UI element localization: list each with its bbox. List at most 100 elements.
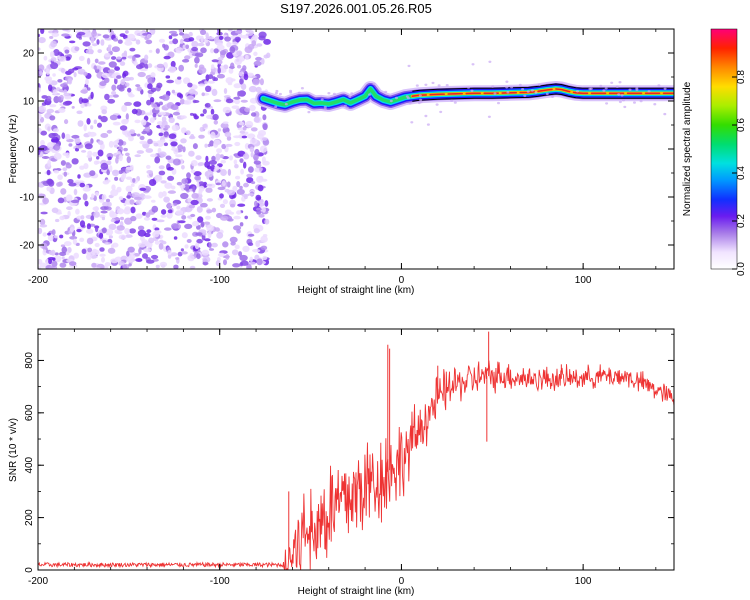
noise-blob: [111, 84, 117, 91]
noise-blob: [71, 158, 79, 165]
noise-blob: [154, 227, 160, 231]
noise-blob: [210, 48, 215, 54]
noise-blob: [52, 257, 56, 262]
noise-blob: [219, 154, 224, 159]
noise-blob: [215, 153, 221, 161]
noise-blob: [111, 46, 120, 53]
noise-blob: [220, 169, 227, 176]
noise-blob: [229, 46, 236, 54]
x-tick-label: 0: [399, 275, 405, 286]
noise-blob: [208, 248, 215, 251]
noise-blob: [133, 61, 138, 66]
noise-blob: [167, 175, 175, 181]
noise-blob: [246, 263, 252, 269]
noise-blob: [198, 188, 203, 195]
signal-speck: [384, 90, 388, 94]
noise-blob: [46, 111, 51, 115]
noise-blob: [101, 72, 110, 79]
noise-blob: [156, 82, 163, 89]
noise-blob: [157, 111, 166, 116]
noise-blob: [205, 32, 209, 39]
noise-blob: [123, 208, 131, 215]
noise-blob: [256, 207, 262, 211]
noise-blob: [82, 41, 91, 47]
x-tick-label: -100: [210, 275, 230, 286]
noise-blob: [250, 151, 254, 158]
noise-blob: [252, 78, 260, 86]
noise-blob: [67, 179, 74, 184]
noise-blob: [90, 125, 94, 130]
noise-blob: [171, 223, 179, 230]
noise-blob: [247, 43, 255, 50]
noise-blob: [192, 185, 196, 193]
noise-blob: [81, 150, 87, 153]
noise-blob: [245, 33, 253, 36]
noise-blob: [155, 48, 160, 54]
noise-blob: [60, 68, 65, 73]
noise-blob: [181, 165, 185, 170]
noise-blob: [67, 247, 72, 253]
signal-speck: [663, 112, 667, 116]
noise-blob: [46, 186, 52, 192]
noise-blob: [200, 113, 205, 117]
noise-blob: [208, 160, 217, 165]
noise-blob: [233, 225, 242, 231]
noise-blob: [48, 258, 53, 265]
noise-blob: [106, 169, 110, 176]
noise-blob: [106, 160, 112, 166]
noise-blob: [77, 71, 85, 75]
signal-speck: [588, 87, 592, 91]
snr-series-line: [38, 360, 674, 570]
x-tick-label: -100: [210, 576, 230, 587]
chart-title: S197.2026.001.05.26.R05: [280, 1, 432, 16]
noise-blob: [191, 192, 199, 199]
noise-blob: [38, 105, 47, 113]
noise-blob: [231, 41, 239, 45]
noise-blob: [52, 89, 58, 95]
noise-blob: [81, 98, 89, 103]
noise-blob: [212, 76, 216, 82]
noise-blob: [151, 103, 158, 108]
noise-blob: [255, 194, 262, 201]
noise-blob: [78, 55, 85, 62]
noise-blob: [188, 88, 196, 95]
noise-blob: [189, 265, 196, 269]
noise-blob: [90, 36, 95, 44]
noise-blob: [201, 249, 210, 256]
noise-blob: [45, 78, 52, 84]
noise-blob: [123, 147, 128, 152]
signal-track: [255, 60, 674, 126]
signal-speck: [450, 99, 454, 102]
noise-blob: [237, 64, 242, 69]
noise-blob: [190, 169, 196, 174]
noise-blob: [86, 237, 94, 245]
noise-blob: [119, 61, 126, 66]
signal-speck: [530, 89, 534, 92]
spectrogram-x-label: Height of straight line (km): [298, 285, 415, 296]
noise-blob: [60, 188, 67, 195]
noise-blob: [101, 227, 107, 234]
noise-blob: [203, 221, 211, 225]
noise-blob: [155, 264, 160, 269]
noise-blob: [42, 249, 47, 256]
noise-blob: [206, 198, 213, 202]
noise-blob: [116, 56, 122, 60]
noise-blob: [204, 143, 208, 148]
noise-blob: [101, 256, 105, 263]
noise-blob: [184, 244, 189, 249]
colorbar-ticks: 0.0 0.2 0.4 0.6 0.8: [732, 70, 747, 276]
noise-blob: [38, 87, 41, 93]
noise-blob: [181, 127, 187, 134]
signal-speck: [505, 86, 509, 89]
noise-blob: [60, 160, 66, 166]
noise-blob: [168, 30, 178, 34]
signal-speck: [348, 95, 352, 99]
noise-blob: [176, 92, 182, 98]
noise-blob: [179, 98, 185, 105]
noise-blob: [234, 30, 243, 34]
noise-blob: [38, 47, 41, 51]
noise-blob: [150, 153, 158, 158]
noise-blob: [120, 79, 126, 86]
noise-blob: [58, 107, 66, 113]
noise-blob: [146, 99, 152, 106]
